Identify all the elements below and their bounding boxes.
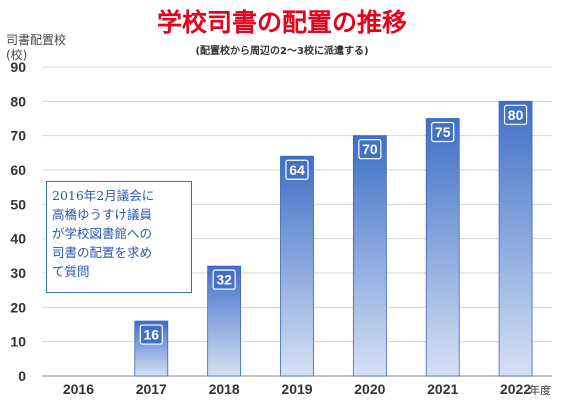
y-tick-label: 60 [10, 162, 26, 178]
y-tick-label: 10 [10, 334, 26, 350]
x-tick-label: 2017 [136, 381, 167, 397]
y-tick-label: 70 [10, 128, 26, 144]
data-label: 16 [143, 327, 159, 343]
x-tick-label: 2018 [209, 381, 240, 397]
y-axis-label: 司書配置校 [6, 32, 66, 47]
data-label-box [358, 139, 382, 160]
y-tick-label: 0 [18, 368, 26, 384]
annotation-box: 2016年2月議会に 高橋ゆうすけ議員 が学校図書館への 司書の配置を求め て質… [46, 181, 192, 293]
bar-2019 [280, 155, 314, 377]
bar-2021 [425, 118, 460, 377]
data-label: 70 [362, 141, 378, 157]
data-label-box [431, 121, 455, 143]
data-label: 80 [508, 107, 524, 123]
y-tick-label: 40 [10, 231, 26, 247]
y-tick-label: 20 [10, 299, 26, 315]
x-tick-label: 2019 [281, 381, 312, 397]
x-axis-label: 年度 [529, 383, 551, 397]
y-tick-label: 90 [10, 59, 26, 75]
y-tick-label: 50 [10, 196, 26, 212]
data-label-box [285, 159, 309, 180]
bar-2020 [352, 135, 387, 377]
x-tick-label: 2016 [63, 381, 94, 397]
y-tick-label: 80 [10, 93, 26, 109]
data-label-box [139, 324, 163, 345]
y-axis-unit: (校) [6, 47, 27, 62]
y-tick-label: 30 [10, 265, 26, 281]
data-label: 75 [435, 124, 451, 140]
x-tick-label: 2022 [500, 381, 531, 397]
bar-2022 [498, 100, 533, 377]
data-label: 32 [216, 272, 232, 288]
x-tick-label: 2021 [427, 381, 458, 397]
data-label: 64 [289, 162, 305, 178]
data-label-box [503, 104, 528, 125]
chart-title: 学校司書の配置の推移 [157, 8, 407, 37]
data-label-box [212, 269, 236, 290]
chart-subtitle: (配置校から周辺の2〜3校に派遣する) [195, 44, 368, 57]
x-tick-label: 2020 [354, 381, 385, 397]
